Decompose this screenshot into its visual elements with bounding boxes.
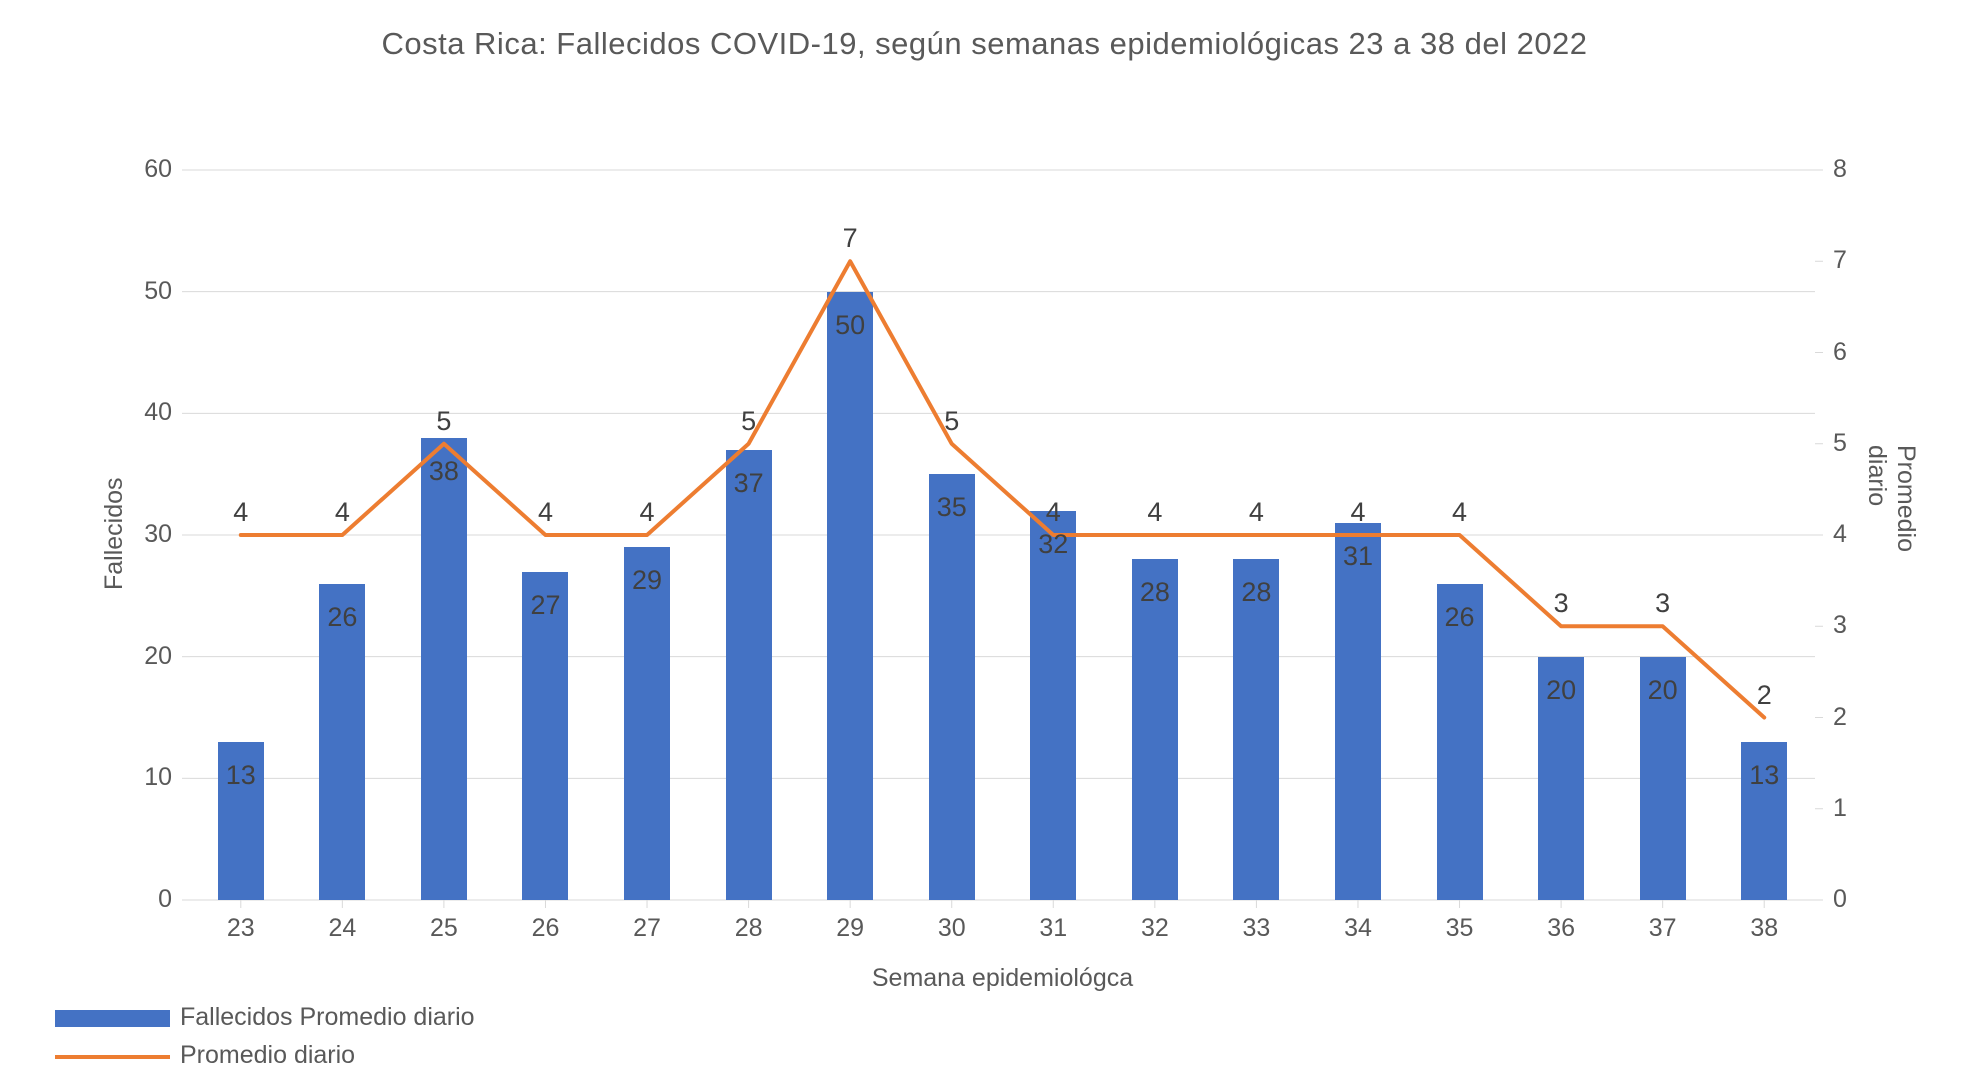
x-tick: 34 — [1344, 914, 1372, 943]
y-left-tick: 40 — [144, 398, 172, 427]
y-left-tick: 0 — [158, 885, 172, 914]
x-tick: 25 — [430, 914, 458, 943]
line-value-label: 5 — [741, 406, 756, 437]
x-tick: 29 — [836, 914, 864, 943]
x-tick: 36 — [1547, 914, 1575, 943]
line-value-label: 4 — [233, 497, 248, 528]
chart-stage: Costa Rica: Fallecidos COVID-19, según s… — [0, 0, 1969, 1092]
x-tick: 23 — [227, 914, 255, 943]
x-axis-title: Semana epidemiológca — [872, 964, 1133, 993]
line-value-label: 4 — [335, 497, 350, 528]
line-value-label: 4 — [1046, 497, 1061, 528]
legend-swatch-bar — [55, 1010, 170, 1027]
x-tick: 32 — [1141, 914, 1169, 943]
y-left-tick: 50 — [144, 277, 172, 306]
x-tick: 24 — [328, 914, 356, 943]
x-tick: 31 — [1039, 914, 1067, 943]
legend-swatch-line — [55, 1055, 170, 1059]
y-right-axis-title: Promedio diario — [1862, 445, 1920, 552]
y-right-tick: 0 — [1833, 885, 1847, 914]
line-value-label: 4 — [1350, 497, 1365, 528]
y-left-axis-title: Fallecidos — [100, 477, 129, 590]
legend-label-bars: Fallecidos Promedio diario — [180, 1003, 475, 1032]
x-tick: 30 — [938, 914, 966, 943]
line-value-label: 5 — [436, 406, 451, 437]
y-right-tick: 7 — [1833, 246, 1847, 275]
y-left-tick: 60 — [144, 155, 172, 184]
line-value-label: 4 — [1147, 497, 1162, 528]
line-value-label: 3 — [1554, 588, 1569, 619]
y-left-tick: 20 — [144, 642, 172, 671]
y-right-tick: 8 — [1833, 155, 1847, 184]
line-value-label: 4 — [1452, 497, 1467, 528]
line-value-label: 4 — [1249, 497, 1264, 528]
x-tick: 38 — [1750, 914, 1778, 943]
y-right-tick: 3 — [1833, 611, 1847, 640]
x-tick: 35 — [1446, 914, 1474, 943]
y-left-tick: 30 — [144, 520, 172, 549]
line-value-label: 4 — [640, 497, 655, 528]
y-right-tick: 2 — [1833, 703, 1847, 732]
x-tick: 37 — [1649, 914, 1677, 943]
line-value-label: 3 — [1655, 588, 1670, 619]
y-right-tick: 6 — [1833, 338, 1847, 367]
x-tick: 26 — [532, 914, 560, 943]
line-value-label: 5 — [944, 406, 959, 437]
y-right-tick: 1 — [1833, 794, 1847, 823]
line-value-label: 7 — [843, 223, 858, 254]
x-tick: 27 — [633, 914, 661, 943]
line-value-label: 4 — [538, 497, 553, 528]
x-tick: 28 — [735, 914, 763, 943]
line-value-label: 2 — [1757, 680, 1772, 711]
y-left-tick: 10 — [144, 763, 172, 792]
x-tick: 33 — [1243, 914, 1271, 943]
legend-label-line: Promedio diario — [180, 1041, 355, 1070]
y-right-tick: 5 — [1833, 429, 1847, 458]
y-right-tick: 4 — [1833, 520, 1847, 549]
